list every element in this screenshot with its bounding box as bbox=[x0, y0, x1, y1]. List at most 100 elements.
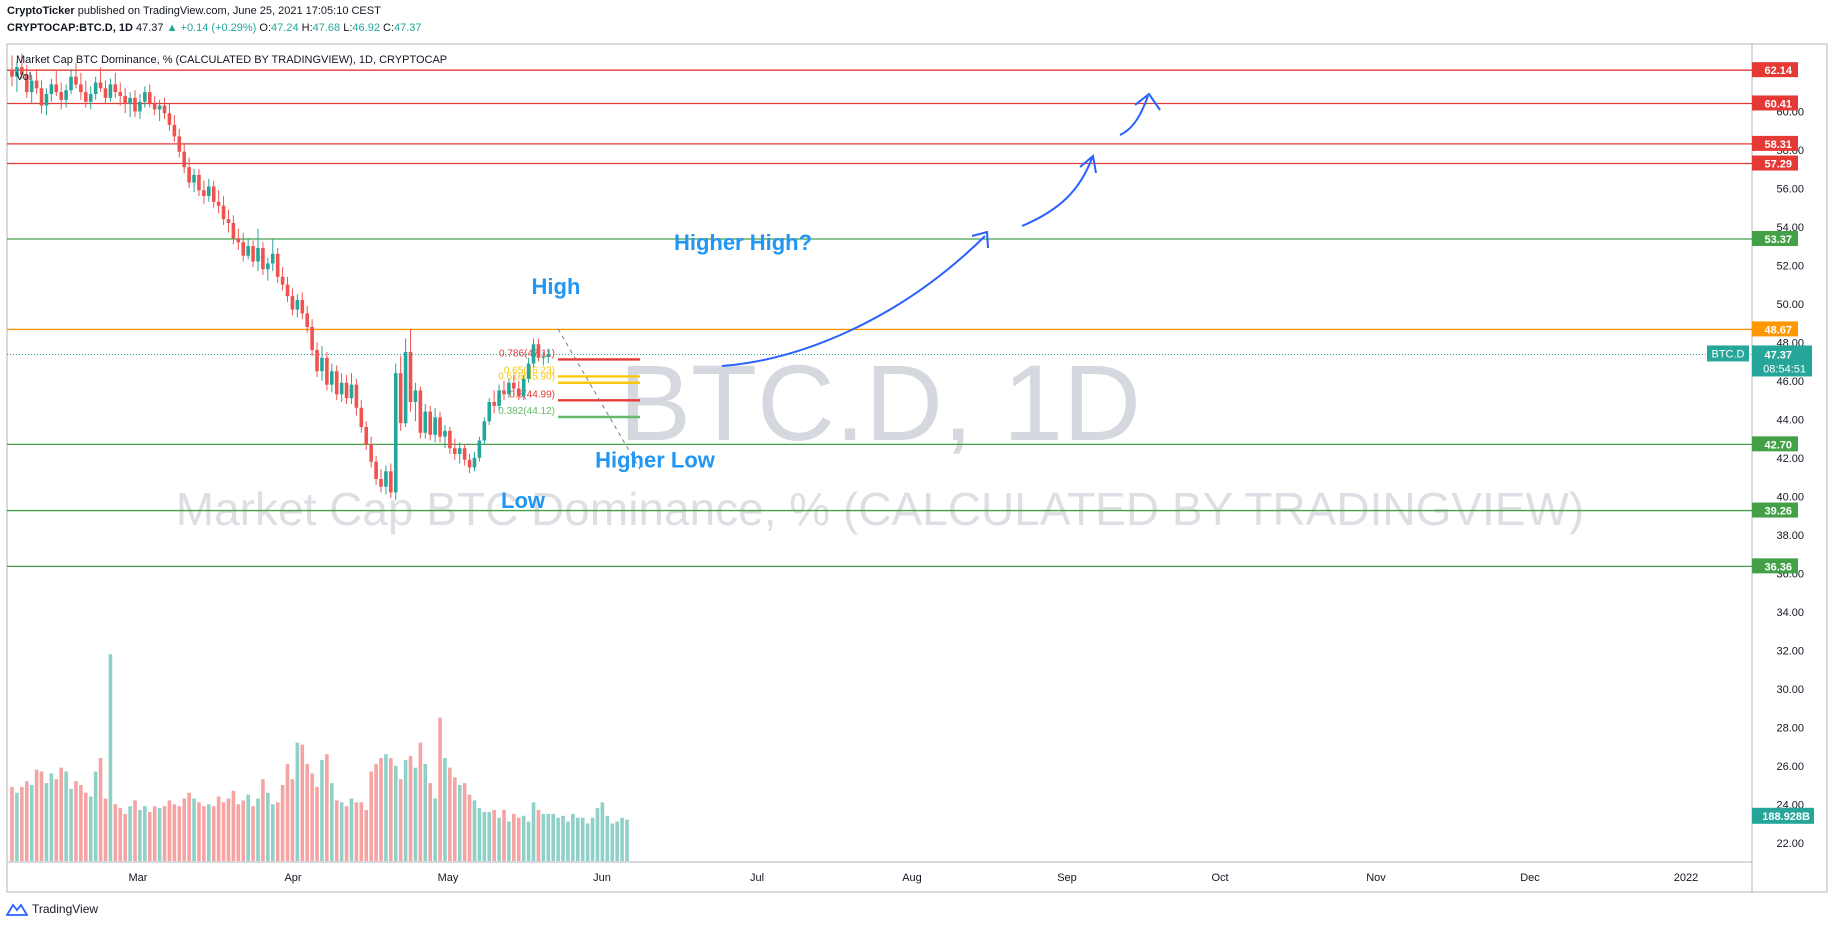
volume-bar bbox=[211, 806, 216, 862]
candle-body bbox=[167, 113, 172, 125]
candle-body bbox=[147, 92, 152, 104]
watermark-description: Market Cap BTC Dominance, % (CALCULATED … bbox=[176, 483, 1584, 535]
volume-bar bbox=[379, 758, 383, 862]
level-price-tag bbox=[1752, 95, 1798, 111]
volume-bar bbox=[20, 786, 24, 862]
level-price-tag-label: 36.36 bbox=[1764, 561, 1792, 573]
volume-bar bbox=[576, 817, 580, 862]
candle-body bbox=[202, 190, 206, 197]
volume-bar bbox=[162, 806, 167, 862]
candle-body bbox=[88, 94, 93, 102]
volume-bar bbox=[59, 767, 63, 862]
candle-body bbox=[54, 84, 59, 93]
volume-bar bbox=[79, 785, 83, 862]
candle-body bbox=[477, 440, 482, 458]
candle-body bbox=[39, 88, 44, 106]
x-tick-label: Sep bbox=[1057, 872, 1077, 884]
volume-bar bbox=[197, 802, 201, 862]
open-label: O: bbox=[259, 22, 272, 34]
candle-body bbox=[541, 356, 546, 358]
high-label: H: bbox=[301, 22, 313, 34]
last-price: 47.37 bbox=[135, 22, 164, 34]
candle-body bbox=[29, 80, 34, 93]
candle-body bbox=[403, 351, 408, 424]
candle-body bbox=[246, 246, 250, 256]
fib-level-label: 0.382(44.12) bbox=[498, 406, 555, 417]
level-price-tag-label: 58.31 bbox=[1764, 139, 1792, 151]
candle-body bbox=[162, 105, 167, 114]
volume-bar bbox=[580, 817, 585, 862]
volume-bar bbox=[610, 823, 615, 862]
publish-date: published on TradingView.com, June 25, 2… bbox=[74, 5, 381, 17]
candle-body bbox=[24, 74, 29, 93]
volume-bar bbox=[123, 813, 127, 862]
candle-body bbox=[211, 186, 216, 202]
level-price-tag-label: 39.26 bbox=[1764, 506, 1792, 518]
x-tick-label: Dec bbox=[1520, 872, 1540, 884]
candle-body bbox=[428, 411, 432, 435]
volume-bar bbox=[393, 765, 398, 862]
level-price-tag bbox=[1752, 436, 1798, 452]
candle-body bbox=[492, 401, 496, 406]
candle-body bbox=[251, 246, 255, 262]
x-tick-label: Nov bbox=[1366, 872, 1386, 884]
volume-bar bbox=[423, 763, 428, 862]
volume-bar bbox=[216, 796, 221, 862]
candle-body bbox=[138, 101, 142, 112]
volume-bar bbox=[231, 790, 236, 862]
volume-bar bbox=[625, 819, 629, 862]
volume-bar bbox=[536, 810, 541, 862]
level-price-tag-label: 60.41 bbox=[1764, 98, 1792, 110]
volume-bar bbox=[369, 771, 373, 862]
volume-bar bbox=[364, 810, 369, 862]
volume-bar bbox=[403, 759, 408, 862]
candle-body bbox=[364, 427, 369, 445]
candle-body bbox=[300, 299, 305, 314]
y-tick-label: 52.00 bbox=[1776, 260, 1804, 272]
bar-countdown: 08:54:51 bbox=[1763, 363, 1806, 375]
candle-body bbox=[177, 136, 182, 152]
tradingview-branding[interactable]: TradingView bbox=[6, 902, 98, 916]
candle-body bbox=[453, 448, 457, 454]
volume-bar bbox=[408, 756, 413, 862]
symbol-tag bbox=[1707, 345, 1749, 362]
legend-title: Market Cap BTC Dominance, % (CALCULATED … bbox=[16, 54, 447, 66]
volume-bar bbox=[413, 767, 418, 862]
candle-body bbox=[241, 242, 246, 256]
chart-frame bbox=[6, 43, 1828, 893]
publisher-name[interactable]: CryptoTicker bbox=[7, 5, 75, 17]
y-tick-label: 46.00 bbox=[1776, 376, 1804, 388]
candle-body bbox=[207, 186, 211, 197]
symbol-label: CRYPTOCAP:BTC.D, 1D bbox=[7, 22, 133, 34]
y-tick-label: 30.00 bbox=[1776, 684, 1804, 696]
volume-bar bbox=[315, 786, 319, 862]
candle-body bbox=[379, 478, 383, 487]
volume-bar bbox=[600, 802, 605, 862]
x-tick-label: Jul bbox=[750, 872, 764, 884]
volume-bar bbox=[566, 821, 570, 862]
candle-body bbox=[182, 151, 186, 168]
y-tick-label: 32.00 bbox=[1776, 645, 1804, 657]
volume-bar bbox=[502, 810, 506, 862]
candle-body bbox=[290, 296, 295, 310]
candle-body bbox=[546, 354, 551, 357]
volume-bar bbox=[261, 779, 265, 862]
candle-body bbox=[315, 350, 319, 372]
volume-bar bbox=[133, 800, 137, 862]
candle-body bbox=[216, 201, 221, 206]
volume-bar bbox=[103, 798, 108, 862]
volume-bar bbox=[118, 808, 123, 862]
candle-body bbox=[285, 284, 290, 297]
volume-bar bbox=[344, 806, 349, 862]
y-tick-label: 28.00 bbox=[1776, 722, 1804, 734]
candle-body bbox=[521, 378, 526, 397]
annotation-label: High bbox=[532, 274, 581, 299]
volume-bar bbox=[93, 771, 98, 862]
volume-bar bbox=[207, 804, 211, 862]
y-tick-label: 54.00 bbox=[1776, 222, 1804, 234]
volume-bar bbox=[221, 802, 226, 862]
volume-bar bbox=[551, 813, 555, 862]
annotation-label: Low bbox=[501, 488, 546, 513]
x-tick-label: May bbox=[438, 872, 459, 884]
